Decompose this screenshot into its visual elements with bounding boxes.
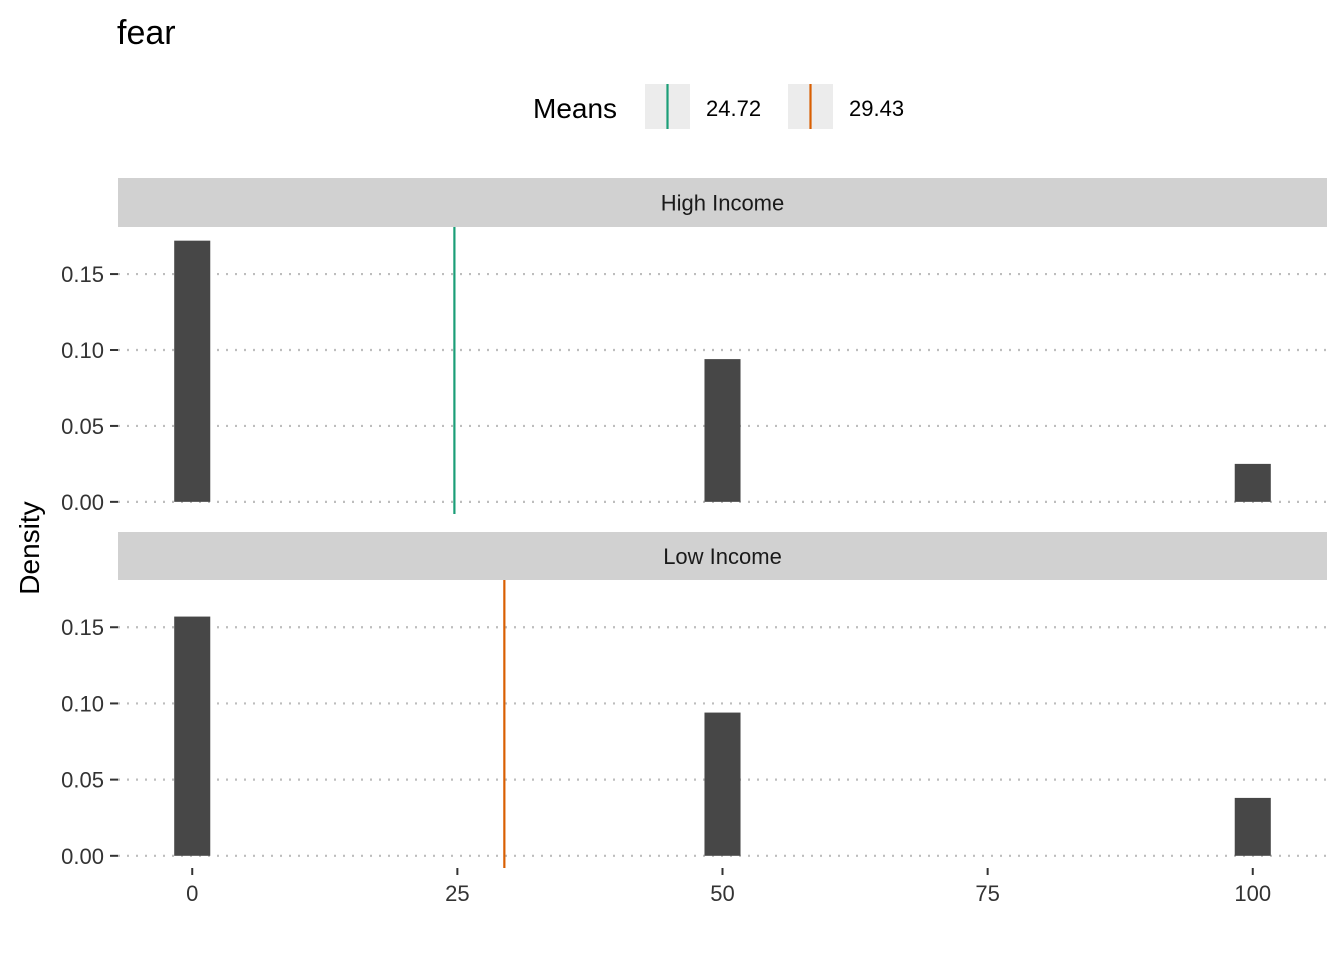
facet-strip [118,178,1327,227]
bar [1234,797,1271,856]
legend-label: 29.43 [849,96,904,121]
legend-label: 24.72 [706,96,761,121]
bar [174,240,211,502]
chart-title: fear [117,14,176,52]
y-tick-label: 0.15 [61,615,104,640]
y-tick-label: 0.00 [61,844,104,869]
y-tick-label: 0.05 [61,414,104,439]
legend-title: Means [533,93,617,124]
y-tick-label: 0.10 [61,338,104,363]
facet-strip [118,532,1327,580]
y-tick-label: 0.15 [61,262,104,287]
facet-strip-label: High Income [661,191,785,216]
y-axis-label: Density [14,501,45,594]
bar [704,359,741,502]
y-tick-label: 0.00 [61,490,104,515]
x-tick-label: 75 [975,881,999,906]
bar [704,712,741,856]
x-tick-label: 25 [445,881,469,906]
bar [1234,463,1271,502]
x-tick-label: 50 [710,881,734,906]
y-tick-label: 0.05 [61,768,104,793]
x-tick-label: 100 [1234,881,1271,906]
bar [174,616,211,856]
x-tick-label: 0 [186,881,198,906]
y-tick-label: 0.10 [61,691,104,716]
facet-strip-label: Low Income [663,544,782,569]
